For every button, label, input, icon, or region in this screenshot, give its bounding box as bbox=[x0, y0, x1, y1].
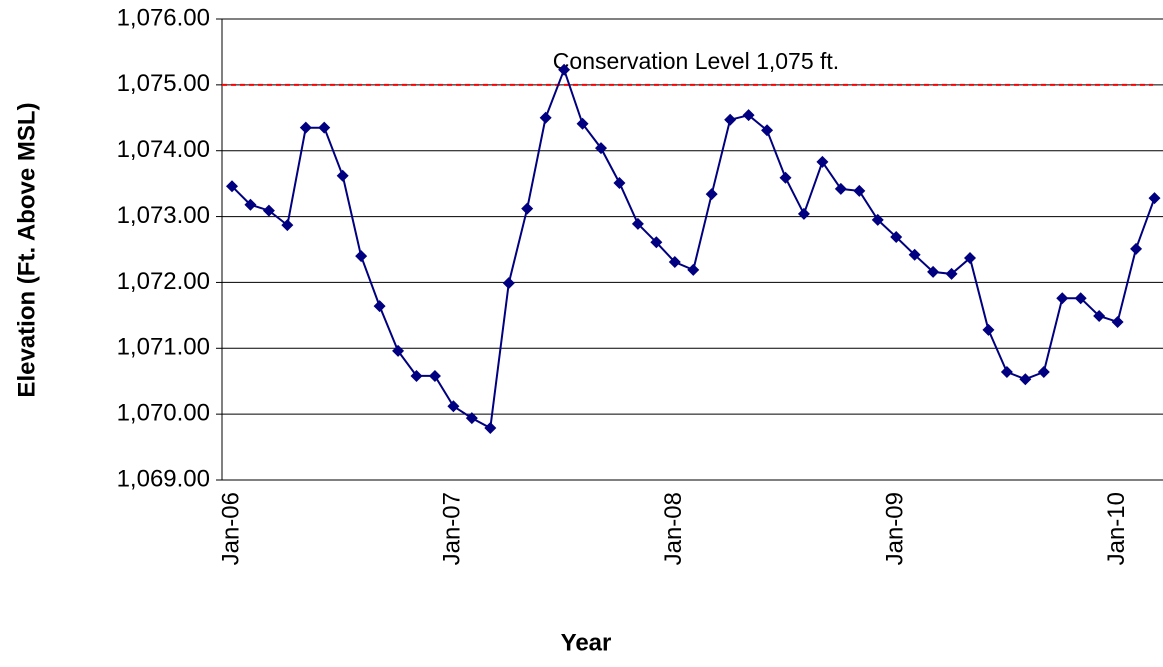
data-point bbox=[908, 248, 921, 261]
data-point bbox=[410, 369, 423, 382]
y-tick-label: 1,071.00 bbox=[117, 334, 210, 361]
data-point bbox=[687, 263, 700, 276]
data-point bbox=[484, 421, 497, 434]
data-point bbox=[1093, 310, 1106, 323]
data-point bbox=[982, 323, 995, 336]
x-axis-title: Year bbox=[561, 629, 612, 656]
data-point bbox=[705, 188, 718, 201]
data-point bbox=[576, 117, 589, 130]
y-tick-label: 1,076.00 bbox=[117, 4, 210, 31]
x-tick-label: Jan-06 bbox=[217, 492, 244, 565]
data-point bbox=[281, 219, 294, 232]
data-point bbox=[502, 277, 515, 290]
data-point bbox=[521, 202, 534, 215]
x-tick-label: Jan-09 bbox=[882, 492, 909, 565]
data-point bbox=[890, 230, 903, 243]
y-tick-label: 1,075.00 bbox=[117, 70, 210, 97]
data-point bbox=[336, 169, 349, 182]
data-point bbox=[742, 109, 755, 122]
data-point bbox=[1148, 192, 1161, 205]
data-point bbox=[1056, 292, 1069, 305]
data-point bbox=[724, 113, 737, 126]
data-point bbox=[964, 252, 976, 265]
data-point bbox=[927, 265, 940, 278]
x-tick-label: Jan-10 bbox=[1103, 492, 1130, 565]
data-line bbox=[231, 66, 1156, 430]
data-point bbox=[299, 121, 312, 134]
y-tick-label: 1,070.00 bbox=[117, 399, 210, 426]
reference-label: Conservation Level 1,075 ft. bbox=[553, 48, 839, 74]
data-point bbox=[447, 400, 460, 413]
data-point bbox=[373, 300, 386, 313]
data-point bbox=[613, 176, 626, 189]
data-point bbox=[1019, 373, 1032, 386]
y-tick-label: 1,072.00 bbox=[117, 268, 210, 295]
data-point bbox=[1074, 292, 1087, 305]
data-point bbox=[668, 256, 681, 269]
data-point bbox=[1000, 365, 1013, 378]
x-tick-label: Jan-08 bbox=[660, 492, 687, 565]
y-tick-label: 1,074.00 bbox=[117, 136, 210, 163]
data-point bbox=[1037, 365, 1050, 378]
data-point bbox=[1130, 242, 1143, 255]
data-point bbox=[226, 180, 238, 193]
data-point bbox=[650, 236, 663, 249]
data-point bbox=[797, 207, 810, 220]
data-point bbox=[262, 204, 275, 217]
data-point bbox=[945, 267, 958, 280]
data-point bbox=[834, 182, 847, 195]
data-point bbox=[465, 412, 478, 425]
data-point bbox=[539, 111, 552, 124]
y-axis-title: Elevation (Ft. Above MSL) bbox=[13, 102, 40, 397]
data-point bbox=[631, 217, 644, 230]
data-point bbox=[428, 369, 441, 382]
data-point bbox=[595, 142, 607, 155]
data-point bbox=[853, 184, 866, 197]
y-tick-label: 1,069.00 bbox=[117, 465, 210, 492]
data-point bbox=[392, 344, 405, 357]
data-point bbox=[355, 250, 368, 263]
data-point bbox=[816, 155, 829, 168]
x-tick-label: Jan-07 bbox=[439, 492, 466, 565]
y-tick-label: 1,073.00 bbox=[117, 202, 210, 229]
data-point bbox=[244, 198, 257, 211]
data-point bbox=[871, 213, 884, 226]
data-point bbox=[1111, 315, 1124, 328]
data-point bbox=[761, 124, 774, 137]
data-point bbox=[558, 63, 571, 76]
data-point bbox=[779, 171, 792, 184]
data-point bbox=[318, 121, 331, 134]
